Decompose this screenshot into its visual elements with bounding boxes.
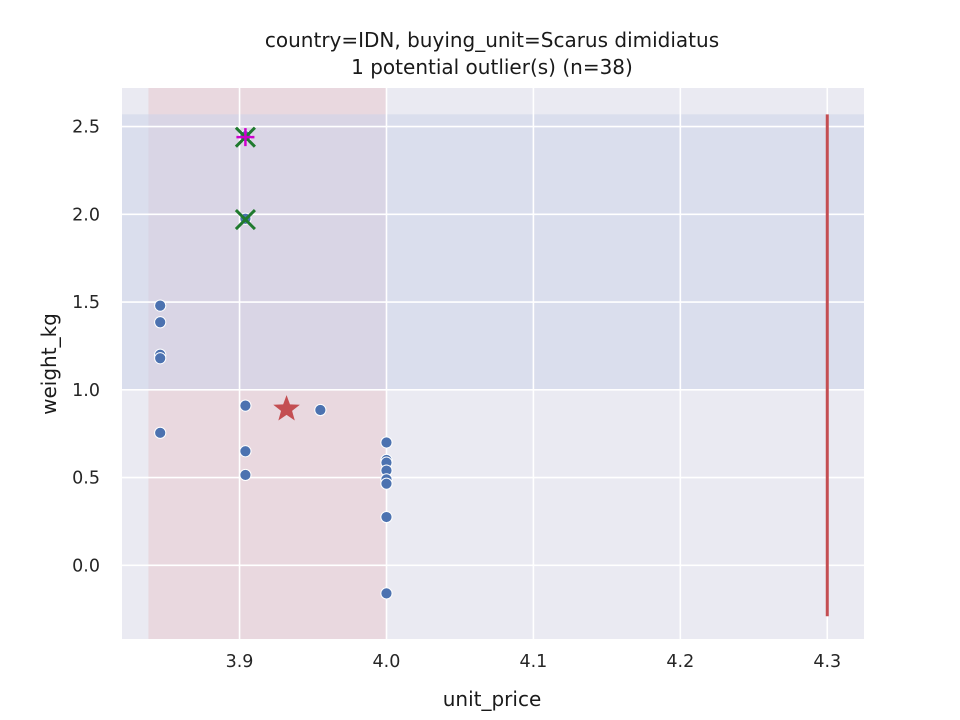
data-point-4	[154, 426, 167, 439]
data-point-7	[239, 399, 252, 412]
plus-marker-0	[236, 128, 255, 147]
y-tick-label-2: 1.0	[72, 381, 100, 401]
chart-title-line1: country=IDN, buying_unit=Scarus dimidiat…	[265, 28, 719, 52]
x-tick-label-1: 4.0	[373, 652, 401, 672]
data-point-8	[239, 445, 252, 458]
y-tick-labels: 0.0 0.5 1.0 1.5 2.0 2.5	[72, 118, 100, 577]
highlight-bands	[122, 88, 864, 639]
data-point-1	[154, 316, 167, 329]
y-highlight-band	[122, 114, 864, 390]
data-point-11	[380, 436, 393, 449]
x-tick-label-2: 4.1	[519, 652, 547, 672]
x-tick-label-3: 4.2	[666, 652, 694, 672]
star-marker	[273, 395, 300, 421]
x-tick-labels: 3.9 4.0 4.1 4.2 4.3	[226, 652, 842, 672]
data-point-16	[380, 477, 393, 490]
chart-title-line2: 1 potential outlier(s) (n=38)	[351, 55, 633, 79]
y-axis-label: weight_kg	[37, 313, 61, 415]
y-tick-label-0: 0.0	[72, 556, 100, 576]
x-marker-1	[234, 209, 256, 231]
data-point-9	[239, 468, 252, 482]
data-point-3	[154, 352, 167, 365]
data-point-10	[314, 403, 327, 417]
y-tick-label-3: 1.5	[72, 293, 100, 313]
data-point-0	[154, 299, 167, 312]
data-point-18	[380, 587, 393, 600]
data-point-17	[380, 510, 393, 524]
x-marker-stroke-b	[234, 209, 256, 231]
y-tick-label-5: 2.5	[72, 118, 100, 138]
y-tick-label-4: 2.0	[72, 205, 100, 225]
outlier-markers	[234, 126, 300, 421]
x-tick-label-0: 3.9	[226, 652, 254, 672]
x-axis-label: unit_price	[443, 687, 542, 711]
x-tick-label-4: 4.3	[813, 652, 841, 672]
y-tick-label-1: 0.5	[72, 469, 100, 489]
